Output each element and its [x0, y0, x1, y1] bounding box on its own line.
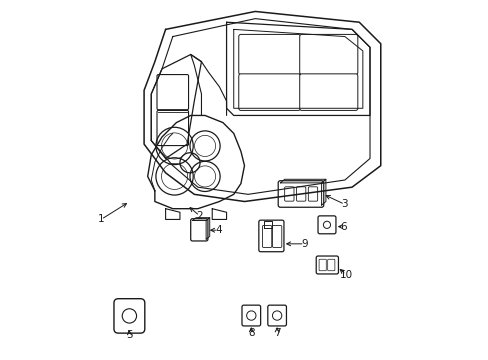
- FancyBboxPatch shape: [114, 299, 144, 333]
- FancyBboxPatch shape: [238, 74, 300, 111]
- FancyBboxPatch shape: [157, 111, 188, 145]
- Text: 8: 8: [247, 328, 254, 338]
- Text: 1: 1: [98, 215, 104, 224]
- FancyBboxPatch shape: [157, 75, 188, 110]
- FancyBboxPatch shape: [316, 256, 338, 274]
- Text: 2: 2: [196, 211, 203, 221]
- Text: 7: 7: [273, 328, 280, 338]
- Text: 5: 5: [126, 330, 132, 340]
- FancyBboxPatch shape: [299, 35, 357, 75]
- FancyBboxPatch shape: [308, 187, 317, 201]
- FancyBboxPatch shape: [317, 216, 335, 234]
- FancyBboxPatch shape: [238, 35, 300, 75]
- FancyBboxPatch shape: [258, 220, 284, 252]
- FancyBboxPatch shape: [327, 259, 334, 271]
- FancyBboxPatch shape: [296, 187, 305, 201]
- FancyBboxPatch shape: [272, 226, 281, 247]
- FancyBboxPatch shape: [262, 226, 271, 247]
- FancyBboxPatch shape: [267, 305, 286, 326]
- FancyBboxPatch shape: [299, 74, 357, 111]
- Text: 4: 4: [215, 225, 221, 235]
- FancyBboxPatch shape: [278, 181, 323, 207]
- Text: 9: 9: [301, 239, 307, 249]
- FancyBboxPatch shape: [319, 259, 325, 271]
- Text: 10: 10: [339, 270, 352, 280]
- FancyBboxPatch shape: [242, 305, 260, 326]
- FancyBboxPatch shape: [284, 187, 293, 201]
- FancyBboxPatch shape: [190, 219, 207, 241]
- Text: 6: 6: [340, 222, 346, 231]
- Text: 3: 3: [341, 199, 347, 210]
